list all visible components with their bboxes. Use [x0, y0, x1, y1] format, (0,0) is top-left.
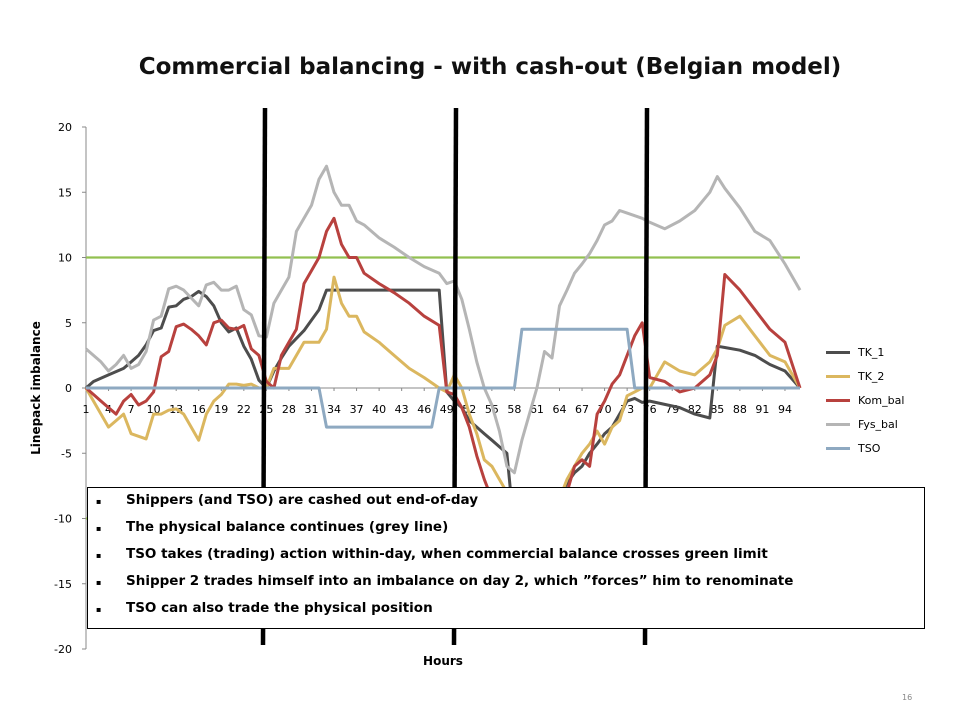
y-axis-title: Linepack imbalance [29, 321, 43, 455]
legend-swatch [826, 446, 850, 450]
x-tick-label: 7 [128, 403, 135, 416]
x-tick-label: 22 [237, 403, 251, 416]
legend-item-tk_2: TK_2 [826, 364, 904, 388]
note-text: The physical balance continues (grey lin… [126, 519, 449, 535]
x-axis-title: Hours [423, 654, 463, 668]
legend-swatch [826, 374, 850, 378]
y-tick-label: -15 [54, 578, 72, 591]
legend-label: TSO [858, 441, 881, 455]
y-tick-label: -20 [54, 643, 72, 656]
series-line-fys_bal [85, 164, 802, 475]
series-line-tso [86, 327, 800, 429]
x-tick-label: 64 [552, 403, 566, 416]
note-item: ▪ TSO can also trade the physical positio… [96, 600, 924, 627]
bullet-icon: ▪ [96, 605, 102, 614]
bullet-icon: ▪ [96, 497, 102, 506]
x-tick-label: 19 [214, 403, 228, 416]
bullet-icon: ▪ [96, 551, 102, 560]
x-tick-label: 40 [372, 403, 386, 416]
bullet-icon: ▪ [96, 578, 102, 587]
note-item: ▪ Shipper 2 trades himself into an imbala… [96, 573, 924, 600]
note-text: TSO can also trade the physical position [126, 600, 433, 616]
series-line-kom_bal [85, 216, 802, 579]
x-tick-label: 94 [778, 403, 792, 416]
x-tick-label: 88 [733, 403, 747, 416]
legend-swatch [826, 398, 850, 402]
x-tick-label: 85 [710, 403, 724, 416]
legend-label: Fys_bal [858, 417, 898, 431]
x-tick-label: 16 [192, 403, 206, 416]
bullet-icon: ▪ [96, 524, 102, 533]
legend-label: Kom_bal [858, 393, 905, 407]
note-text: Shipper 2 trades himself into an imbalan… [126, 573, 794, 589]
y-tick-label: -5 [61, 447, 72, 460]
y-tick-label: 0 [65, 382, 72, 395]
x-tick-label: 25 [259, 403, 273, 416]
note-item: ▪ The physical balance continues (grey li… [96, 519, 924, 546]
x-tick-label: 31 [304, 403, 318, 416]
note-item: ▪ TSO takes (trading) action within-day, … [96, 546, 924, 573]
x-tick-label: 58 [507, 403, 521, 416]
x-tick-label: 37 [350, 403, 364, 416]
x-tick-label: 49 [440, 403, 454, 416]
legend-label: TK_2 [858, 369, 885, 383]
legend-swatch [826, 350, 850, 354]
y-tick-label: 15 [58, 186, 72, 199]
legend-item-kom_bal: Kom_bal [826, 388, 904, 412]
note-text: TSO takes (trading) action within-day, w… [126, 546, 768, 562]
y-tick-label: 10 [58, 252, 72, 265]
notes-textbox: ▪ Shippers (and TSO) are cashed out end-o… [87, 487, 925, 629]
x-tick-label: 1 [83, 403, 90, 416]
x-tick-label: 46 [417, 403, 431, 416]
y-tick-label: 5 [65, 317, 72, 330]
x-tick-label: 67 [575, 403, 589, 416]
series-line-tk_2 [84, 275, 802, 540]
x-tick-label: 43 [395, 403, 409, 416]
y-tick-label: -10 [54, 513, 72, 526]
legend: TK_1 TK_2 Kom_bal Fys_bal TSO [826, 340, 904, 460]
note-text: Shippers (and TSO) are cashed out end-of… [126, 492, 479, 508]
x-tick-label: 34 [327, 403, 341, 416]
x-tick-label: 28 [282, 403, 296, 416]
chart-title: Commercial balancing - with cash-out (Be… [138, 54, 842, 80]
legend-item-fys_bal: Fys_bal [826, 412, 904, 436]
x-tick-label: 61 [530, 403, 544, 416]
legend-item-tk_1: TK_1 [826, 340, 904, 364]
legend-item-tso: TSO [826, 436, 904, 460]
note-item: ▪ Shippers (and TSO) are cashed out end-o… [96, 492, 924, 519]
x-tick-label: 91 [755, 403, 769, 416]
y-tick-label: 20 [58, 121, 72, 134]
legend-swatch [826, 422, 850, 426]
legend-label: TK_1 [858, 345, 885, 359]
page-number: 16 [902, 693, 913, 702]
